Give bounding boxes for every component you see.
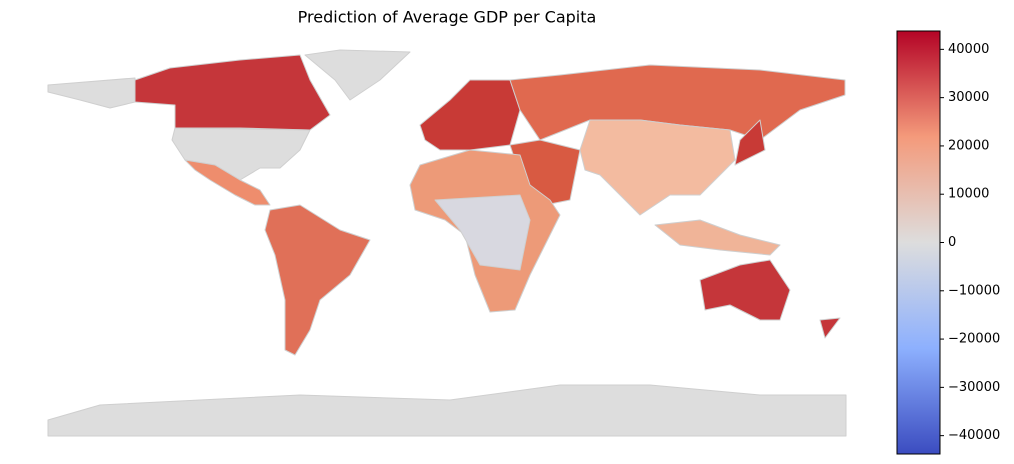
y-tick-label: 0	[948, 235, 956, 250]
region	[654, 219, 781, 256]
region	[579, 119, 736, 216]
y-tick-label: 20000	[948, 138, 989, 153]
region	[819, 317, 841, 339]
region	[434, 194, 531, 271]
map	[47, 49, 847, 437]
region	[171, 127, 311, 181]
y-tick-label: 40000	[948, 42, 989, 57]
region	[47, 77, 136, 109]
region	[264, 204, 371, 356]
region	[47, 384, 847, 437]
region	[304, 49, 411, 101]
y-tick-label: −30000	[948, 380, 1000, 395]
y-tick-label: −20000	[948, 332, 1000, 347]
y-tick-label: 10000	[948, 187, 989, 202]
region	[699, 259, 791, 321]
y-tick-label: −40000	[948, 428, 1000, 443]
colorbar	[896, 30, 941, 455]
y-tick-label: −10000	[948, 283, 1000, 298]
region	[419, 79, 521, 151]
chart-title: Prediction of Average GDP per Capita	[298, 8, 597, 27]
region	[134, 54, 331, 131]
region	[734, 119, 766, 166]
y-tick-label: 30000	[948, 90, 989, 105]
region	[184, 159, 271, 206]
